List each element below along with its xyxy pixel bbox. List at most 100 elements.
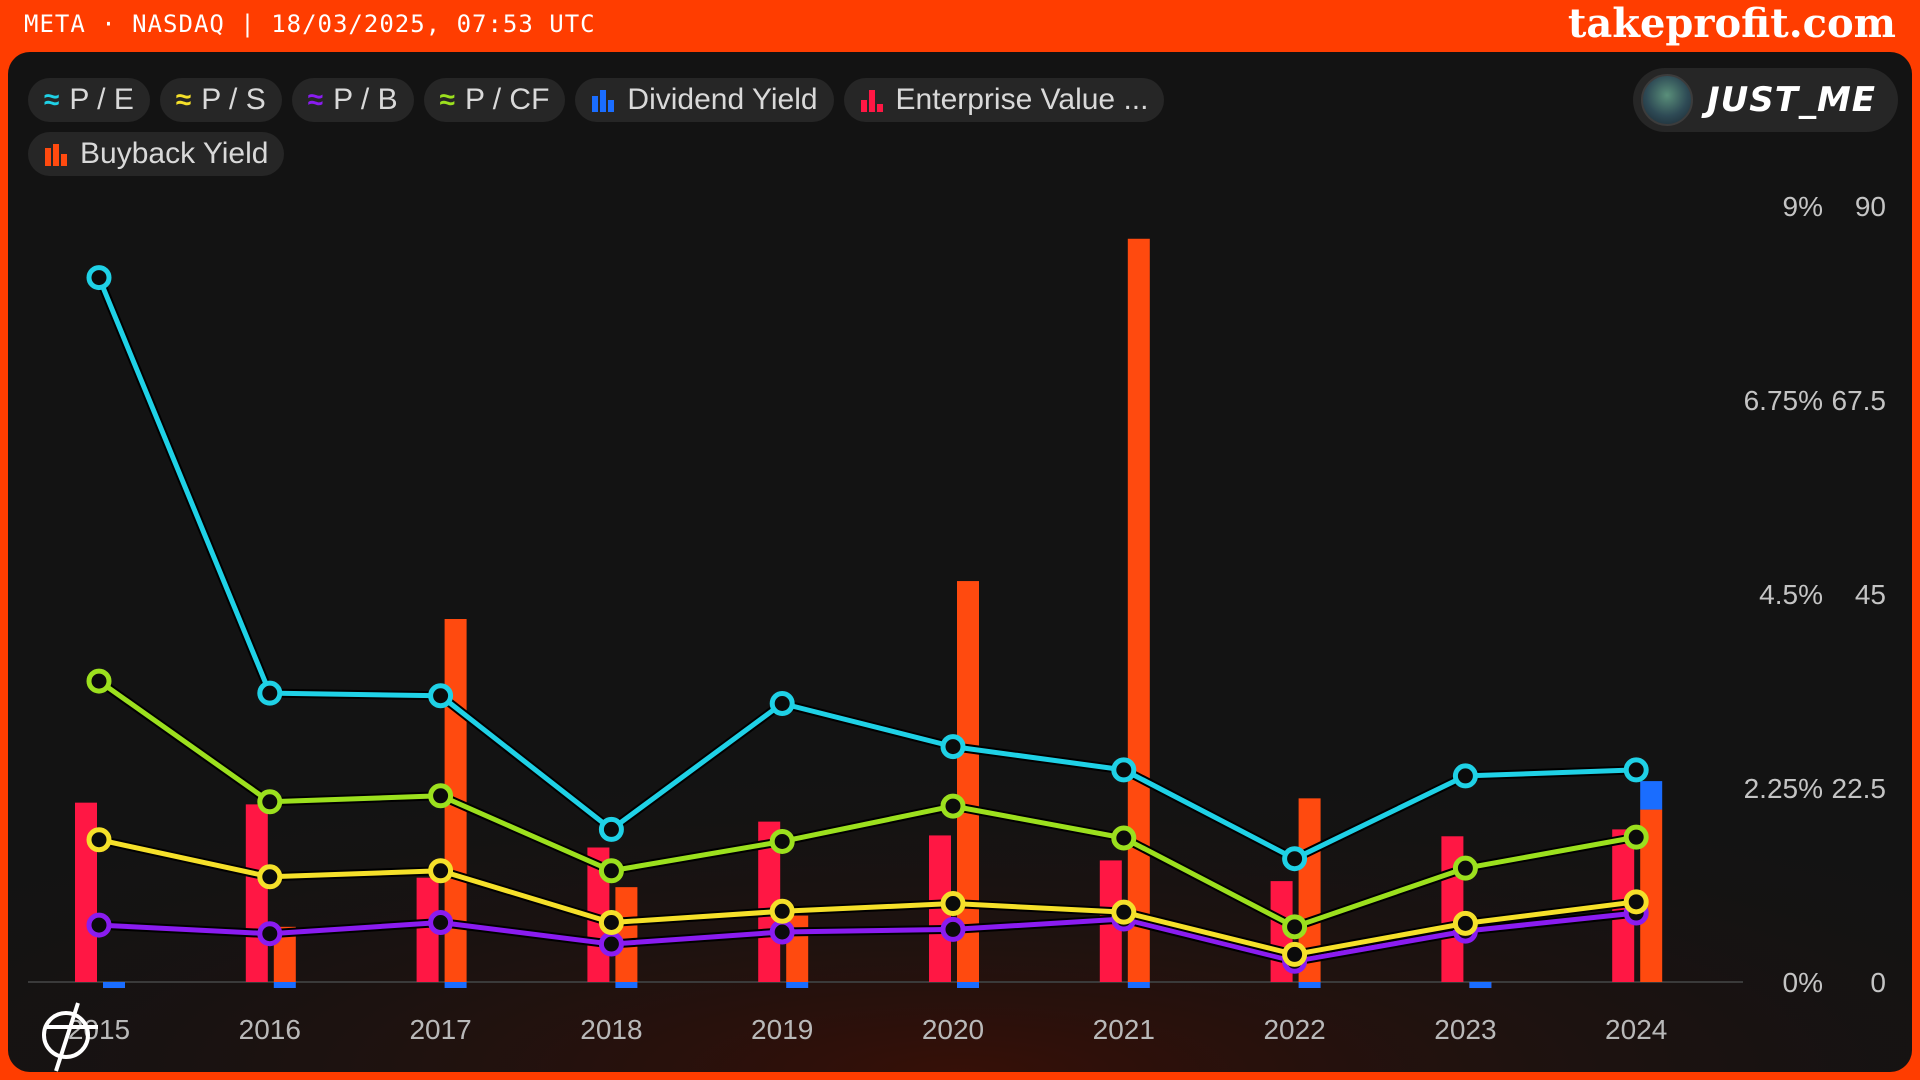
series-line: [96, 276, 1637, 862]
line-wave-icon: ≈: [307, 84, 324, 115]
series-point: [257, 680, 283, 706]
series-point: [428, 910, 454, 936]
series-point: [86, 827, 112, 853]
x-tick-label: 2016: [239, 1014, 301, 1045]
series-point: [598, 910, 624, 936]
series-point: [1282, 914, 1308, 940]
top-bar: META · NASDAQ | 18/03/2025, 07:53 UTC ta…: [0, 0, 1920, 52]
y-tick-label-ratio: 45: [1855, 579, 1886, 610]
legend-chip-pe[interactable]: ≈ P / E: [28, 78, 150, 122]
series-point: [86, 668, 112, 694]
series-point: [940, 734, 966, 760]
series-point: [428, 783, 454, 809]
series-point: [86, 265, 112, 291]
series-point: [1452, 855, 1478, 881]
legend-label: P / S: [201, 83, 266, 116]
series-point: [1111, 757, 1137, 783]
dividend-bar: [786, 982, 809, 988]
y-tick-label-percent: 4.5%: [1759, 579, 1823, 610]
dividend-bar: [273, 982, 296, 988]
legend: ≈ P / E ≈ P / S ≈ P / B ≈ P / CF Dividen…: [28, 78, 1328, 176]
buyback-bar: [1640, 809, 1663, 982]
y-tick-label-percent: 6.75%: [1744, 385, 1823, 416]
y-tick-label-ratio: 90: [1855, 191, 1886, 222]
series-point: [428, 858, 454, 884]
dividend-bar: [1298, 982, 1321, 988]
legend-label: P / CF: [464, 83, 550, 116]
series-point: [940, 891, 966, 917]
x-tick-label: 2019: [751, 1014, 813, 1045]
bar-chart-icon: [860, 90, 883, 112]
dividend-bar: [1640, 781, 1663, 810]
bar-chart-icon: [45, 144, 67, 166]
series-point: [769, 691, 795, 717]
series-point: [1623, 824, 1649, 850]
chart-canvas: 2015 2016 2017 2018 2019 2020 2021 2022 2023 2024…: [8, 191, 1912, 1072]
legend-label: P / E: [69, 83, 134, 116]
legend-label: Dividend Yield: [627, 83, 818, 116]
series-point: [598, 816, 624, 842]
series-line: [97, 679, 1637, 930]
user-badge[interactable]: JUST_ME: [1633, 68, 1898, 132]
buyback-bar: [1127, 238, 1150, 982]
series-point: [86, 912, 112, 938]
brand-logo-text[interactable]: takeprofit.com: [1567, 0, 1896, 47]
legend-chip-pb[interactable]: ≈ P / B: [291, 78, 414, 122]
chart-panel: 2015 2016 2017 2018 2019 2020 2021 2022 2023 2024…: [8, 52, 1912, 1072]
x-tick-label: 2015: [68, 1014, 130, 1045]
takeprofit-logo-icon: [42, 1002, 98, 1072]
avatar[interactable]: [1641, 74, 1693, 126]
legend-label: P / B: [333, 83, 398, 116]
series-point: [1452, 910, 1478, 936]
dividend-bar: [103, 982, 125, 988]
x-tick-label: 2022: [1263, 1014, 1325, 1045]
x-tick-label: 2023: [1434, 1014, 1496, 1045]
series-point: [1111, 825, 1137, 851]
series-point: [940, 793, 966, 819]
series-point: [769, 898, 795, 924]
x-tick-label: 2018: [580, 1014, 642, 1045]
series-point: [257, 864, 283, 890]
series-point: [1282, 941, 1308, 967]
y-tick-label-percent: 0%: [1783, 967, 1823, 998]
legend-chip-dividend-yield[interactable]: Dividend Yield: [575, 78, 834, 122]
y-tick-label-percent: 2.25%: [1744, 773, 1823, 804]
ev-bar: [416, 877, 439, 982]
ticker-title: META · NASDAQ | 18/03/2025, 07:53 UTC: [24, 10, 596, 38]
x-tick-label: 2020: [922, 1014, 984, 1045]
ev-bar: [929, 835, 951, 982]
y-tick-label-ratio: 0: [1870, 967, 1886, 998]
x-tick-label: 2017: [409, 1014, 471, 1045]
legend-chip-pcf[interactable]: ≈ P / CF: [423, 78, 566, 122]
series-point: [598, 858, 624, 884]
y-tick-label-ratio: 67.5: [1832, 385, 1887, 416]
y-tick-label-ratio: 22.5: [1832, 773, 1887, 804]
y-tick-label-percent: 9%: [1783, 191, 1823, 222]
ev-bar: [245, 804, 268, 982]
series-point: [940, 916, 966, 942]
series-line: [98, 837, 1637, 957]
series-point: [257, 789, 283, 815]
dividend-bar: [615, 982, 638, 988]
series-point: [1452, 763, 1478, 789]
dividend-bar: [444, 982, 467, 988]
dividend-bar: [1127, 982, 1150, 988]
series-line: [98, 910, 1637, 964]
line-wave-icon: ≈: [44, 84, 60, 115]
line-wave-icon: ≈: [175, 84, 192, 115]
series-point: [598, 931, 624, 957]
series-point: [1111, 899, 1137, 925]
series-point: [769, 919, 795, 945]
buyback-bar: [615, 887, 638, 982]
legend-chip-ps[interactable]: ≈ P / S: [159, 78, 282, 122]
series-point: [1623, 889, 1649, 915]
x-tick-label: 2024: [1605, 1014, 1667, 1045]
series-point: [257, 921, 283, 947]
legend-chip-buyback-yield[interactable]: Buyback Yield: [28, 132, 285, 176]
legend-chip-enterprise-value[interactable]: Enterprise Value ...: [843, 78, 1165, 122]
series-point: [1623, 757, 1649, 783]
series-point: [769, 828, 795, 854]
legend-label: Enterprise Value ...: [895, 83, 1149, 116]
username: JUST_ME: [1707, 80, 1876, 120]
bar-chart-icon: [592, 90, 615, 112]
